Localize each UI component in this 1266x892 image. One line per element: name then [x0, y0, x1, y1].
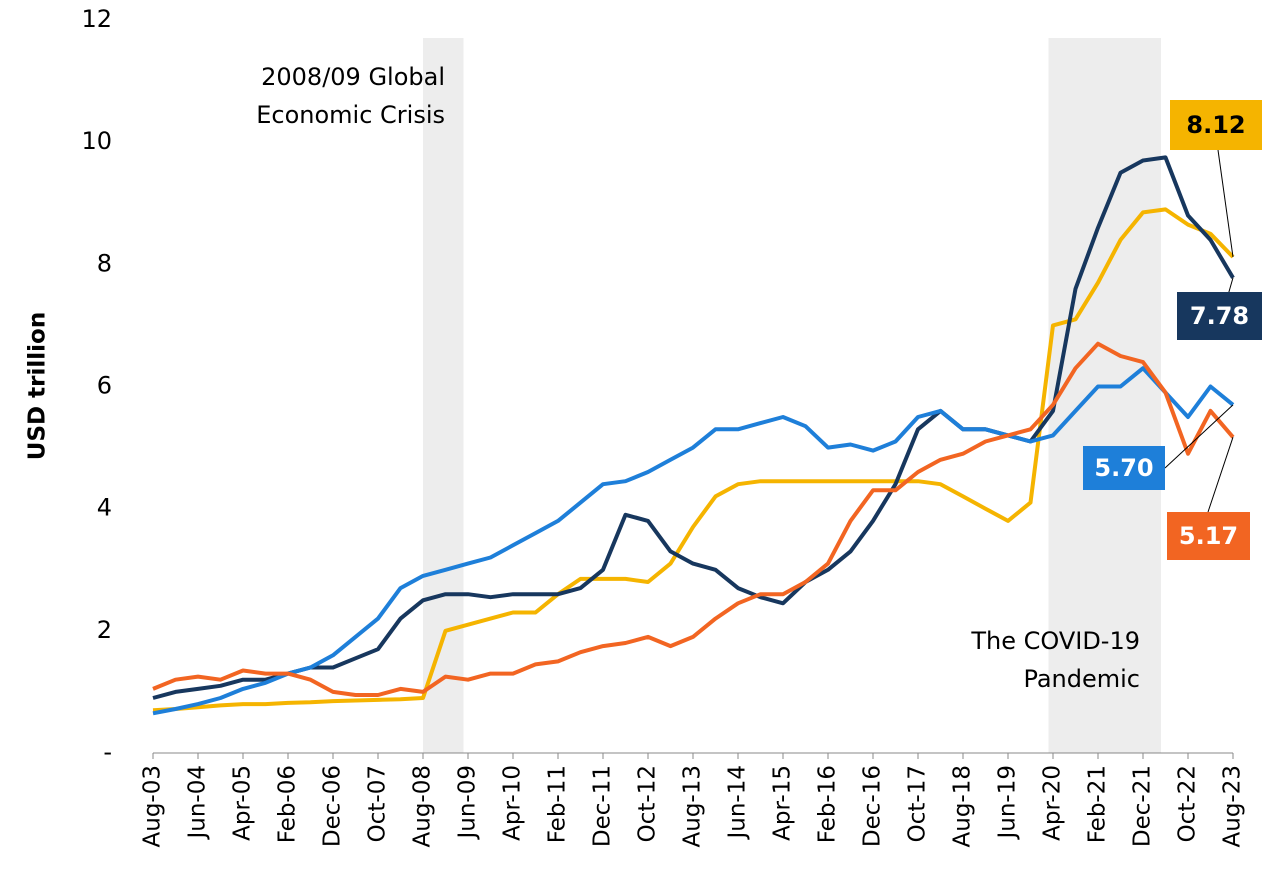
y-axis-label: USD trillion	[25, 312, 51, 460]
end-label-box	[1167, 512, 1250, 560]
x-tick-label: Apr-20	[1040, 765, 1066, 841]
leader-line	[1164, 404, 1234, 469]
leader-line	[1217, 149, 1234, 258]
end-label-box	[1083, 446, 1165, 490]
x-tick-label: Oct-07	[365, 765, 391, 842]
series-line	[152, 366, 1235, 716]
series-line	[152, 207, 1235, 713]
x-tick-label: Apr-10	[500, 765, 526, 841]
x-tick-label: Aug-23	[1220, 765, 1246, 847]
annotation: 2008/09 Global	[261, 63, 445, 91]
x-tick-label: Feb-21	[1085, 765, 1111, 843]
y-tick-label: 4	[97, 494, 112, 522]
end-label: 5.70	[1094, 454, 1153, 482]
series-line	[152, 341, 1235, 697]
x-tick-label: Dec-21	[1130, 765, 1156, 847]
x-tick-label: Dec-06	[320, 765, 346, 847]
y-tick-label: 8	[97, 249, 112, 277]
x-tick-label: Aug-18	[950, 765, 976, 847]
x-tick-label: Jun-14	[725, 765, 751, 841]
x-tick-label: Oct-17	[905, 765, 931, 842]
x-tick-label: Jun-04	[185, 765, 211, 841]
shaded-period	[423, 38, 464, 753]
x-tick-label: Dec-16	[860, 765, 886, 847]
end-label-box	[1170, 100, 1262, 150]
x-tick-label: Jun-09	[455, 765, 481, 841]
series-line	[152, 155, 1235, 700]
y-tick-label: 10	[81, 127, 112, 155]
y-tick-label: -	[103, 738, 112, 766]
end-label: 5.17	[1179, 522, 1238, 550]
x-tick-label: Oct-22	[1175, 765, 1201, 842]
annotation: The COVID-19	[970, 627, 1140, 655]
shaded-period	[1048, 38, 1161, 753]
y-tick-label: 6	[97, 372, 112, 400]
x-tick-label: Jun-19	[995, 765, 1021, 841]
annotation: Pandemic	[1023, 665, 1140, 693]
annotation: Economic Crisis	[256, 101, 445, 129]
end-label-box	[1177, 292, 1262, 340]
x-tick-label: Apr-05	[230, 765, 256, 841]
x-tick-label: Aug-03	[140, 765, 166, 847]
end-label: 8.12	[1186, 111, 1245, 139]
leader-line	[1207, 437, 1234, 513]
x-tick-label: Apr-15	[770, 765, 796, 841]
x-tick-label: Aug-08	[410, 765, 436, 847]
y-tick-label: 12	[81, 5, 112, 33]
x-tick-label: Feb-06	[275, 765, 301, 843]
x-tick-label: Oct-12	[635, 765, 661, 842]
x-tick-label: Dec-11	[590, 765, 616, 847]
y-tick-label: 2	[97, 616, 112, 644]
x-tick-label: Feb-11	[545, 765, 571, 843]
x-tick-label: Feb-16	[815, 765, 841, 843]
end-label: 7.78	[1190, 302, 1249, 330]
x-tick-label: Aug-13	[680, 765, 706, 847]
